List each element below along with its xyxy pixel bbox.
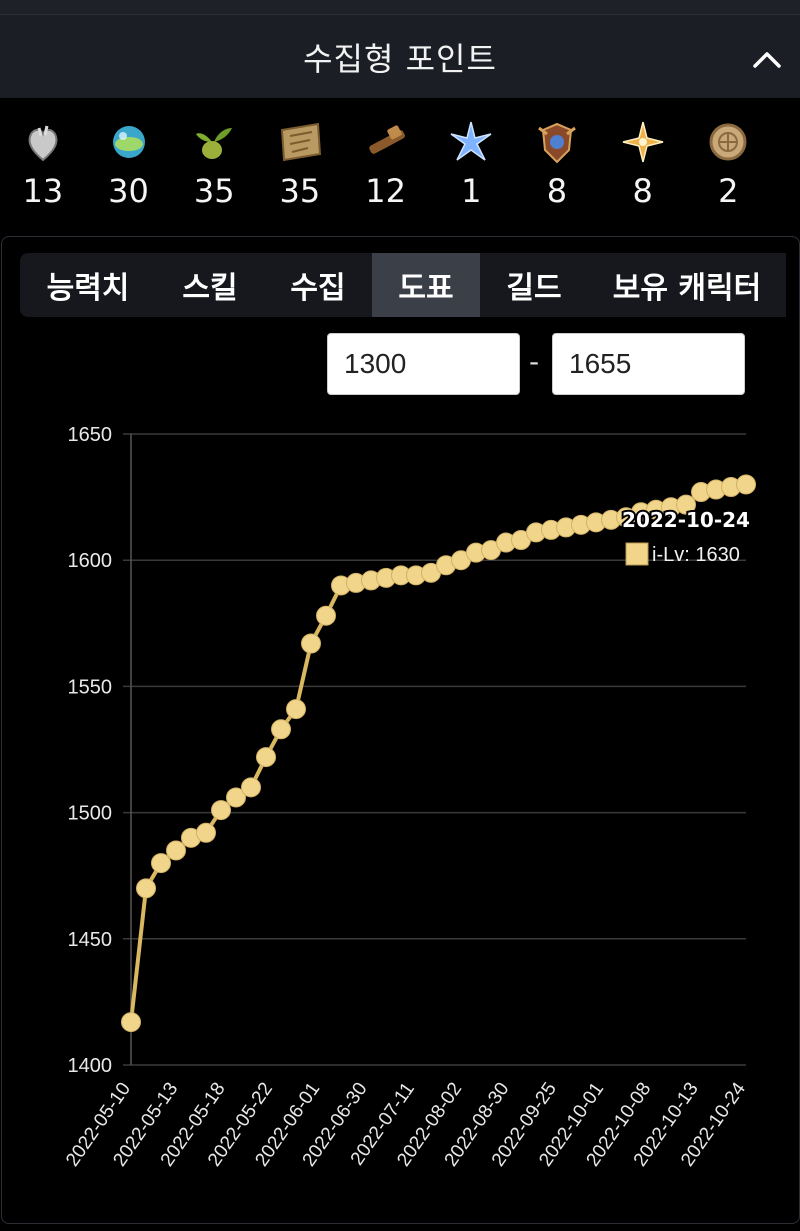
collectible-count: 8 [632,172,653,210]
character-panel: 능력치 스킬 수집 도표 길드 보유 캐릭터 1300 - 1655 [1,236,800,1224]
collectible-item[interactable]: 12 [343,98,429,228]
collectible-count: 35 [193,172,235,210]
chevron-up-icon[interactable] [752,45,782,75]
data-point [316,605,336,626]
y-tick-label: 1650 [68,424,113,446]
tab-0[interactable]: 능력치 [46,271,130,306]
crest-icon [538,122,576,164]
collectible-count: 8 [546,172,568,210]
data-point [301,633,321,654]
data-point [121,1012,141,1033]
tab-1[interactable]: 스킬 [182,271,238,306]
y-tick-label: 1600 [68,550,113,572]
range-min-input[interactable]: 1300 [327,333,520,395]
data-point [151,853,171,874]
map-scroll-icon [280,122,321,162]
collectible-item[interactable]: 8 [514,98,600,228]
y-tick-label: 1450 [68,929,113,951]
collectible-item[interactable]: 8 [600,98,686,228]
collectible-count: 2 [718,172,739,210]
collectible-item[interactable]: 35 [257,98,343,228]
data-point [256,747,276,768]
data-point [196,822,216,843]
tooltip-date: 2022-10-24 [622,508,750,532]
telescope-icon [368,125,405,154]
collectible-item[interactable]: 35 [171,98,257,228]
heart-icon [28,125,58,162]
collection-points-header[interactable]: 수집형 포인트 [0,14,800,98]
tab-5[interactable]: 보유 캐릭터 [612,271,762,306]
tooltip-value: i-Lv: 1630 [652,544,740,566]
collectible-item[interactable]: 2 [686,98,772,228]
data-point [136,878,156,899]
collectible-count: 30 [108,172,149,210]
island-orb-icon [112,126,145,158]
collectible-count: 35 [279,172,321,210]
data-point [271,719,291,740]
collectible-count: 13 [22,172,64,210]
top-strip [0,0,800,14]
header-title: 수집형 포인트 [303,39,497,78]
tab-3[interactable]: 도표 [372,253,480,317]
data-point [226,787,246,808]
star-flower-icon [450,121,492,161]
collectibles-row: 13 30 35 35 12 1 8 8 2 [0,98,800,228]
coin-icon [709,123,747,161]
data-point [211,800,231,821]
compass-star-icon [622,121,663,163]
data-point [241,777,261,798]
range-separator: - [529,345,540,378]
y-tick-label: 1400 [68,1055,113,1077]
tab-bar: 능력치 스킬 수집 도표 길드 보유 캐릭터 [20,253,786,317]
y-tick-label: 1550 [68,676,113,698]
collectible-item[interactable]: 1 [428,98,514,228]
collectible-count: 12 [365,172,406,210]
data-point [166,840,186,861]
data-point [676,494,696,515]
collectible-item[interactable]: 30 [86,98,172,228]
seed-icon [196,128,233,159]
range-max-input[interactable]: 1655 [552,333,745,395]
data-point [286,699,306,720]
y-tick-label: 1500 [68,803,113,825]
collectible-count: 1 [461,172,482,210]
tab-2[interactable]: 수집 [290,271,346,306]
tab-4[interactable]: 길드 [506,271,562,306]
data-point [736,474,756,495]
tooltip-swatch [625,542,649,566]
collectible-item[interactable]: 13 [0,98,86,228]
